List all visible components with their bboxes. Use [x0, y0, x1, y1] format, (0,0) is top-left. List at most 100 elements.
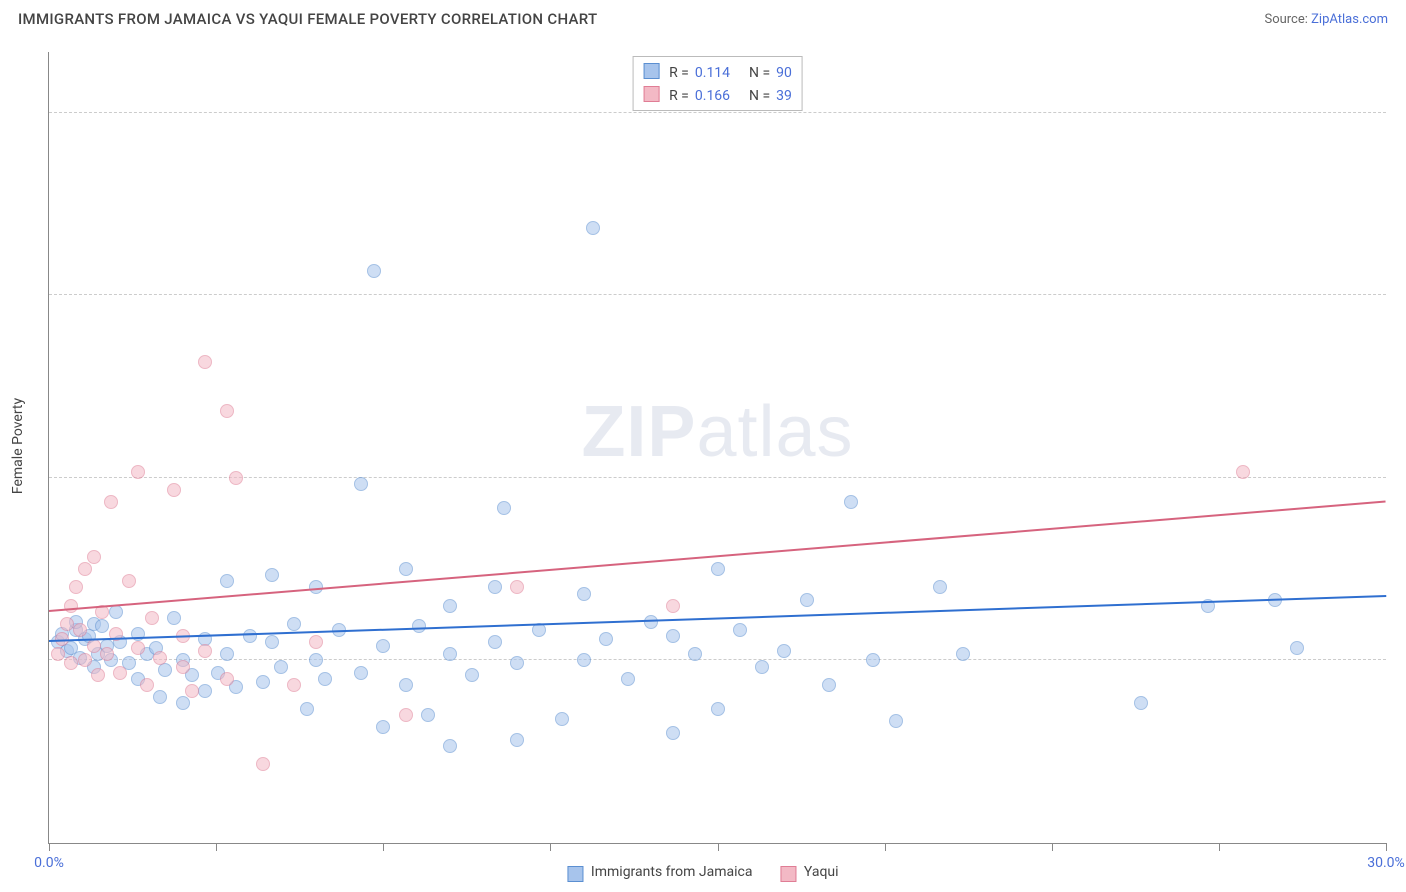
data-point: [198, 355, 212, 369]
y-tick-label: 45.0%: [1396, 271, 1406, 287]
data-point: [95, 619, 109, 633]
legend-item: Immigrants from Jamaica: [567, 864, 752, 880]
data-point: [64, 656, 78, 670]
data-point: [421, 708, 435, 722]
series-legend: Immigrants from Jamaica Yaqui: [567, 864, 838, 880]
x-tick: [550, 843, 551, 851]
data-point: [510, 656, 524, 670]
legend-swatch: [567, 866, 583, 882]
data-point: [220, 647, 234, 661]
data-point: [465, 668, 479, 682]
data-point: [145, 611, 159, 625]
data-point: [1290, 641, 1304, 655]
data-point: [586, 221, 600, 235]
data-point: [113, 666, 127, 680]
data-point: [122, 574, 136, 588]
data-point: [399, 678, 413, 692]
data-point: [220, 672, 234, 686]
data-point: [1236, 465, 1250, 479]
data-point: [399, 708, 413, 722]
x-tick: [383, 843, 384, 851]
data-point: [131, 641, 145, 655]
data-point: [158, 663, 172, 677]
x-tick: [49, 843, 50, 851]
data-point: [220, 574, 234, 588]
data-point: [599, 632, 613, 646]
data-point: [60, 617, 74, 631]
data-point: [577, 653, 591, 667]
data-point: [711, 702, 725, 716]
data-point: [800, 593, 814, 607]
legend-swatch: [643, 86, 659, 102]
data-point: [265, 568, 279, 582]
data-point: [185, 684, 199, 698]
x-tick: [718, 843, 719, 851]
stats-row: R = 0.166 N = 39: [643, 84, 792, 107]
legend-swatch: [780, 866, 796, 882]
data-point: [844, 495, 858, 509]
data-point: [510, 580, 524, 594]
data-point: [666, 599, 680, 613]
source-label: Source: ZipAtlas.com: [1264, 12, 1388, 27]
scatter-chart: ZIPatlas R = 0.114 N = 90R = 0.166 N = 3…: [48, 52, 1386, 844]
data-point: [688, 647, 702, 661]
data-point: [399, 562, 413, 576]
data-point: [354, 477, 368, 491]
data-point: [956, 647, 970, 661]
data-point: [176, 696, 190, 710]
x-tick-label: 30.0%: [1367, 855, 1405, 871]
data-point: [51, 647, 65, 661]
data-point: [198, 684, 212, 698]
data-point: [153, 690, 167, 704]
data-point: [488, 580, 502, 594]
data-point: [666, 629, 680, 643]
gridline: [49, 112, 1386, 113]
data-point: [577, 587, 591, 601]
data-point: [889, 714, 903, 728]
data-point: [287, 617, 301, 631]
data-point: [100, 647, 114, 661]
data-point: [104, 495, 118, 509]
data-point: [555, 712, 569, 726]
legend-swatch: [643, 63, 659, 79]
x-tick: [1052, 843, 1053, 851]
data-point: [866, 653, 880, 667]
data-point: [265, 635, 279, 649]
data-point: [78, 562, 92, 576]
data-point: [167, 611, 181, 625]
data-point: [666, 726, 680, 740]
x-tick: [1386, 843, 1387, 851]
data-point: [69, 580, 83, 594]
trend-line: [49, 500, 1386, 612]
data-point: [510, 733, 524, 747]
data-point: [78, 653, 92, 667]
data-point: [256, 757, 270, 771]
x-tick: [216, 843, 217, 851]
y-tick-label: 15.0%: [1396, 636, 1406, 652]
data-point: [131, 465, 145, 479]
data-point: [167, 483, 181, 497]
gridline: [49, 659, 1386, 660]
data-point: [711, 562, 725, 576]
data-point: [1134, 696, 1148, 710]
data-point: [73, 623, 87, 637]
gridline: [49, 477, 1386, 478]
legend-item: Yaqui: [780, 864, 838, 880]
data-point: [354, 666, 368, 680]
stats-legend: R = 0.114 N = 90R = 0.166 N = 39: [632, 56, 803, 111]
data-point: [376, 720, 390, 734]
data-point: [91, 668, 105, 682]
data-point: [443, 647, 457, 661]
x-tick: [1219, 843, 1220, 851]
stats-row: R = 0.114 N = 90: [643, 61, 792, 84]
trend-line: [49, 595, 1386, 642]
data-point: [309, 635, 323, 649]
data-point: [755, 660, 769, 674]
y-tick-label: 60.0%: [1396, 89, 1406, 105]
watermark: ZIPatlas: [581, 391, 853, 473]
data-point: [274, 660, 288, 674]
y-axis-label: Female Poverty: [10, 398, 26, 494]
data-point: [87, 639, 101, 653]
source-link[interactable]: ZipAtlas.com: [1311, 12, 1388, 27]
y-tick-label: 30.0%: [1396, 454, 1406, 470]
